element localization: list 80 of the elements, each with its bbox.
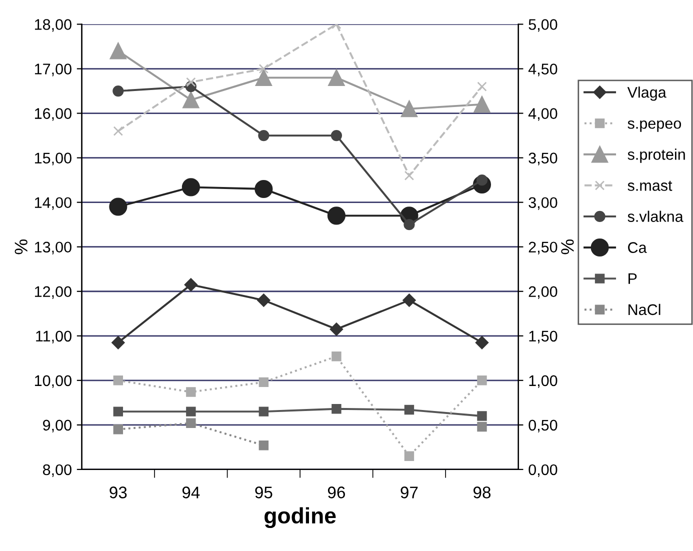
x-tick-label: 93 xyxy=(110,486,127,498)
y-axis-title: % xyxy=(14,239,28,254)
legend-label: P xyxy=(628,273,637,284)
point xyxy=(113,126,124,136)
x-tick-label: 94 xyxy=(182,486,200,498)
point xyxy=(477,411,487,421)
y2-tick-label: 2,00 xyxy=(528,286,558,299)
y-tick-label: 11,00 xyxy=(36,330,72,344)
point xyxy=(109,198,128,216)
y-tick-label: 15,00 xyxy=(34,152,72,166)
x-tick-label: 98 xyxy=(473,486,491,498)
point xyxy=(404,451,414,461)
point xyxy=(254,180,273,198)
point xyxy=(400,100,418,118)
point xyxy=(404,404,414,415)
point xyxy=(402,294,416,307)
y2-tick-label: 5,00 xyxy=(528,19,558,32)
x-tick-label: 95 xyxy=(255,486,272,498)
legend-label: s.protein xyxy=(628,148,685,163)
point xyxy=(327,206,346,225)
y2-tick-label: 1,00 xyxy=(529,375,558,388)
point xyxy=(258,377,269,388)
legend-label: s.vlakna xyxy=(628,210,684,222)
point xyxy=(255,69,272,86)
point xyxy=(330,322,344,336)
point xyxy=(186,387,196,397)
point xyxy=(477,82,487,92)
point xyxy=(110,42,126,60)
x-tick-label: 97 xyxy=(400,486,418,498)
y-tick-label: 12,00 xyxy=(34,286,72,299)
legend-label: Ca xyxy=(628,242,647,253)
y2-tick-label: 3,00 xyxy=(528,197,558,210)
point xyxy=(113,424,124,434)
point xyxy=(477,376,487,386)
point xyxy=(186,77,196,87)
y-tick-label: 14,00 xyxy=(34,197,72,210)
y2-tick-label: 1,50 xyxy=(529,330,558,344)
point xyxy=(258,130,270,142)
y2-tick-label: 2,50 xyxy=(528,242,558,254)
legend-label: NaCl xyxy=(628,304,660,316)
y-tick-label: 13,00 xyxy=(34,242,72,254)
y2-tick-label: 4,00 xyxy=(528,108,558,121)
point xyxy=(330,130,342,142)
point xyxy=(332,404,342,414)
y2-tick-label: 4,50 xyxy=(528,64,558,76)
point xyxy=(332,352,342,362)
point xyxy=(186,418,196,428)
point xyxy=(113,376,124,386)
y2-tick-label: 0,00 xyxy=(528,464,558,477)
point xyxy=(258,406,269,416)
y2-tick-label: 3,50 xyxy=(528,152,558,166)
y2-tick-label: 0,50 xyxy=(528,420,558,432)
point xyxy=(112,336,125,350)
point xyxy=(113,406,124,416)
legend-label: Vlaga xyxy=(627,86,666,101)
point xyxy=(182,92,200,108)
y-tick-label: 8,00 xyxy=(42,464,72,477)
legend-label: s.pepeo xyxy=(628,120,682,132)
point xyxy=(474,96,490,113)
point xyxy=(477,422,487,432)
y-tick-label: 10,00 xyxy=(34,375,72,388)
point xyxy=(404,219,415,230)
legend-label: s.mast xyxy=(628,180,672,191)
point xyxy=(184,278,198,292)
y-tick-label: 17,00 xyxy=(34,64,72,76)
point xyxy=(258,64,269,74)
point xyxy=(475,336,489,350)
point xyxy=(258,440,269,450)
point xyxy=(257,294,270,307)
point xyxy=(112,85,124,97)
point xyxy=(182,178,200,196)
point xyxy=(186,406,196,416)
point xyxy=(328,69,345,86)
y2-axis-title: % xyxy=(561,239,574,254)
y-tick-label: 16,00 xyxy=(34,108,72,121)
y-tick-label: 9,00 xyxy=(43,420,72,432)
y-tick-label: 18,00 xyxy=(34,19,72,32)
point xyxy=(404,170,414,180)
x-axis-title: godine xyxy=(264,507,336,528)
x-tick-label: 96 xyxy=(328,486,345,498)
